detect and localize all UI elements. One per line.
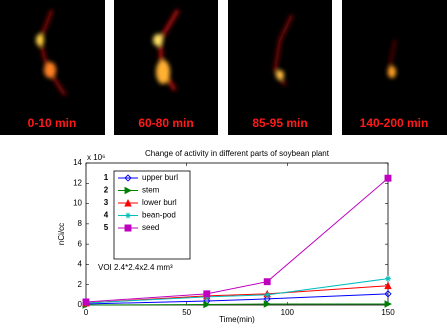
x-axis-label: Time(min) — [219, 315, 255, 324]
marker — [203, 290, 211, 298]
x-tick-label: 0 — [84, 308, 89, 317]
marker — [384, 281, 392, 290]
legend-label: upper burl — [142, 173, 178, 182]
series-line — [85, 285, 389, 304]
y-tick-label: 2 — [78, 280, 83, 289]
panel-label: 0-10 min — [28, 116, 77, 130]
legend-marker — [124, 174, 132, 182]
legend-number: 3 — [104, 198, 109, 207]
legend-marker — [125, 212, 131, 219]
panel-label: 60-80 min — [138, 116, 193, 130]
image-panels: 0-10 min 60-80 min 85-95 min 140-200 min — [0, 0, 447, 135]
glow — [36, 8, 396, 96]
x-tick-label: 150 — [381, 308, 395, 317]
marker — [263, 295, 271, 303]
legend-number: 5 — [104, 223, 109, 232]
series-line — [85, 278, 389, 304]
marker — [263, 278, 271, 286]
legend-label: stem — [142, 186, 160, 195]
marker — [384, 290, 392, 298]
panel-image — [228, 0, 332, 135]
series-line — [85, 293, 389, 305]
chart-title: Change of activity in different parts of… — [145, 149, 330, 158]
legend-label: lower burl — [142, 198, 177, 207]
legend-label: seed — [142, 223, 159, 232]
legend-label: bean-pod — [142, 211, 176, 220]
y-tick-label: 8 — [78, 219, 83, 228]
series-line — [85, 177, 389, 303]
marker — [203, 300, 211, 309]
y-exponent: x 10⁶ — [87, 153, 105, 162]
y-tick-label: 10 — [73, 199, 82, 208]
panel-label: 140-200 min — [360, 116, 429, 130]
marker — [82, 298, 90, 306]
y-tick-label: 0 — [78, 300, 83, 309]
x-tick-label: 100 — [281, 308, 295, 317]
legend-number: 4 — [104, 211, 109, 220]
y-axis-label: nCi/cc — [57, 223, 66, 245]
y-tick-label: 4 — [78, 260, 83, 269]
legend-marker — [124, 186, 133, 195]
series-line — [85, 303, 388, 306]
legend-number: 2 — [104, 186, 109, 195]
plot-frame — [85, 162, 389, 306]
marker — [264, 291, 271, 298]
panel-label: 85-95 min — [252, 116, 307, 130]
marker — [385, 275, 391, 282]
marker — [263, 300, 272, 308]
x-tick-label: 50 — [182, 308, 191, 317]
legend-number: 1 — [104, 173, 109, 182]
y-tick-label: 6 — [78, 239, 83, 248]
marker — [384, 300, 393, 308]
y-tick-label: 14 — [73, 158, 82, 167]
marker — [384, 174, 392, 182]
legend-marker — [124, 198, 132, 207]
y-tick-label: 12 — [73, 178, 82, 187]
annotation: VOI 2.4*2.4x2.4 mm³ — [98, 263, 173, 272]
legend-marker — [124, 224, 132, 232]
